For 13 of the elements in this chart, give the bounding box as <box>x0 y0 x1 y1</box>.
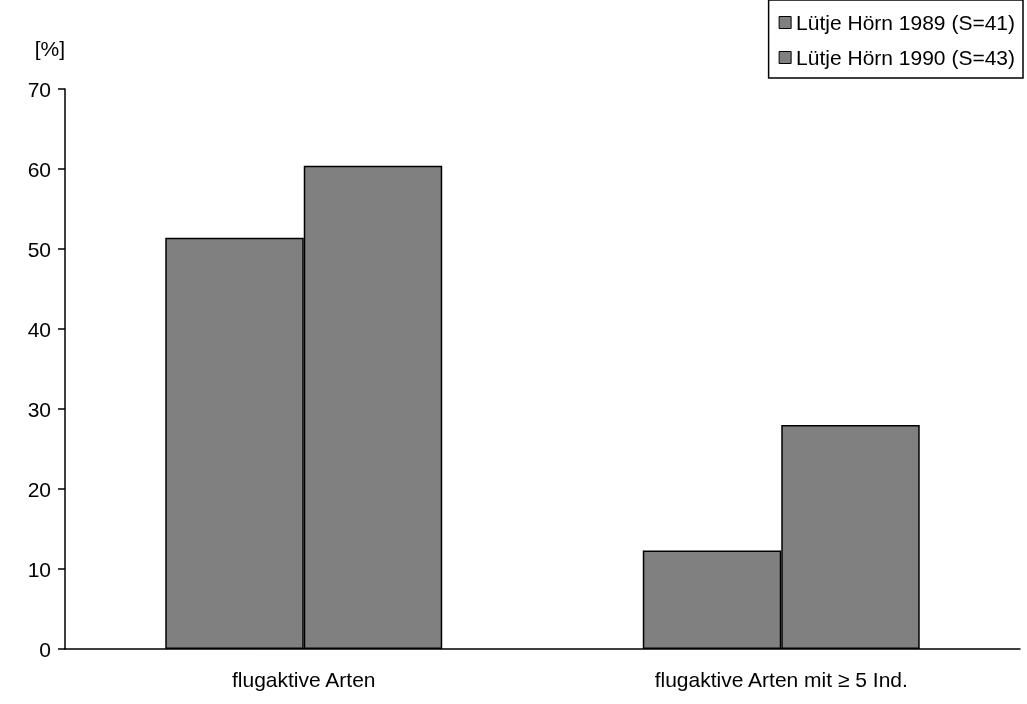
legend-label: Lütje Hörn 1990 (S=43) <box>796 46 1015 69</box>
y-tick-label: 10 <box>27 557 51 581</box>
legend-label: Lütje Hörn 1989 (S=41) <box>796 11 1015 34</box>
y-axis-title: [%] <box>34 37 65 60</box>
y-tick-label: 30 <box>27 397 51 421</box>
y-tick-label: 60 <box>27 157 51 181</box>
x-tick-label: flugaktive Arten <box>231 668 376 691</box>
y-tick-label: 40 <box>27 317 51 341</box>
y-tick-label: 0 <box>39 637 51 661</box>
x-tick-label: flugaktive Arten mit ≥ 5 Ind. <box>654 668 908 691</box>
y-tick-label: 50 <box>27 237 51 261</box>
y-tick-label: 20 <box>27 477 51 501</box>
y-tick-label: 70 <box>27 77 51 101</box>
